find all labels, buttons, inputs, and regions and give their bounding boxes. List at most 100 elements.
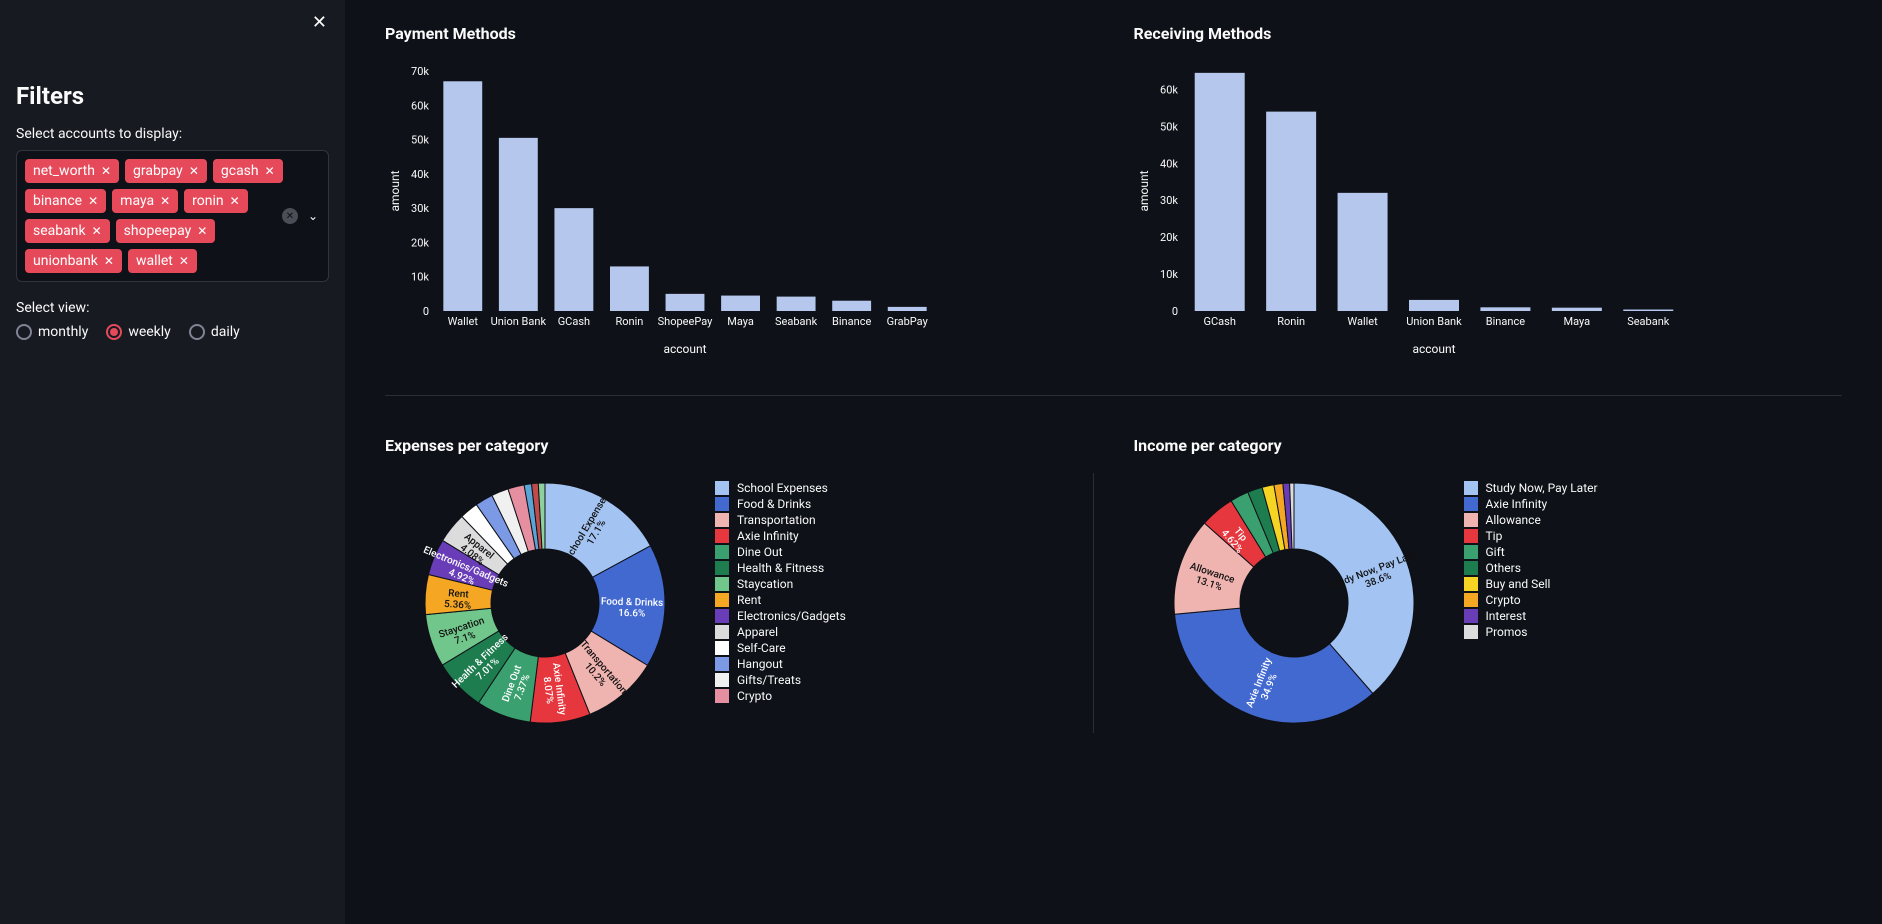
- legend-item[interactable]: Gift: [1464, 545, 1598, 559]
- account-tag-gcash[interactable]: gcash ✕: [213, 159, 283, 183]
- legend-item[interactable]: Health & Fitness: [715, 561, 846, 575]
- bar-binance[interactable]: [832, 301, 871, 311]
- legend-item[interactable]: Staycation: [715, 577, 846, 591]
- bar-ronin[interactable]: [1266, 112, 1316, 311]
- bar-seabank[interactable]: [1623, 310, 1673, 311]
- svg-text:40k: 40k: [411, 168, 429, 181]
- remove-tag-icon[interactable]: ✕: [88, 194, 98, 208]
- accounts-label: Select accounts to display:: [16, 126, 329, 142]
- svg-text:20k: 20k: [1160, 231, 1178, 244]
- svg-text:20k: 20k: [411, 236, 429, 249]
- svg-text:Ronin: Ronin: [1277, 315, 1305, 328]
- bar-maya[interactable]: [1551, 308, 1601, 311]
- legend-item[interactable]: Rent: [715, 593, 846, 607]
- bar-wallet[interactable]: [443, 81, 482, 311]
- legend-item[interactable]: Gifts/Treats: [715, 673, 846, 687]
- svg-text:60k: 60k: [1160, 83, 1178, 96]
- account-tag-maya[interactable]: maya ✕: [112, 189, 178, 213]
- svg-text:10k: 10k: [411, 271, 429, 284]
- svg-text:Maya: Maya: [1563, 315, 1590, 328]
- legend-item[interactable]: Interest: [1464, 609, 1598, 623]
- account-tag-wallet[interactable]: wallet ✕: [128, 249, 197, 273]
- account-tag-ronin[interactable]: ronin ✕: [184, 189, 248, 213]
- legend-item[interactable]: Allowance: [1464, 513, 1598, 527]
- svg-text:50k: 50k: [1160, 120, 1178, 133]
- bar-wallet[interactable]: [1337, 193, 1387, 311]
- svg-text:16.6%: 16.6%: [618, 608, 645, 620]
- legend-item[interactable]: Others: [1464, 561, 1598, 575]
- legend-item[interactable]: Axie Infinity: [715, 529, 846, 543]
- legend-item[interactable]: Self-Care: [715, 641, 846, 655]
- remove-tag-icon[interactable]: ✕: [230, 194, 240, 208]
- svg-text:Seabank: Seabank: [1627, 315, 1670, 328]
- svg-text:60k: 60k: [411, 99, 429, 112]
- remove-tag-icon[interactable]: ✕: [265, 164, 275, 178]
- filters-sidebar: ✕ Filters Select accounts to display: ne…: [0, 0, 345, 924]
- svg-text:Wallet: Wallet: [1347, 315, 1378, 328]
- svg-text:Wallet: Wallet: [448, 315, 479, 328]
- bar-gcash[interactable]: [554, 208, 593, 311]
- sidebar-title: Filters: [16, 82, 329, 110]
- svg-text:Binance: Binance: [1485, 315, 1524, 328]
- account-tag-seabank[interactable]: seabank ✕: [25, 219, 110, 243]
- remove-tag-icon[interactable]: ✕: [179, 254, 189, 268]
- close-icon[interactable]: ✕: [312, 12, 327, 33]
- remove-tag-icon[interactable]: ✕: [104, 254, 114, 268]
- receiving-methods-chart: Receiving Methods 010k20k30k40k50k60kamo…: [1134, 24, 1843, 365]
- bar-shopeepay[interactable]: [666, 294, 705, 311]
- bar-binance[interactable]: [1480, 307, 1530, 311]
- account-tag-net_worth[interactable]: net_worth ✕: [25, 159, 119, 183]
- legend-item[interactable]: Tip: [1464, 529, 1598, 543]
- svg-text:30k: 30k: [1160, 194, 1178, 207]
- remove-tag-icon[interactable]: ✕: [197, 224, 207, 238]
- svg-text:Maya: Maya: [727, 315, 754, 328]
- svg-text:Union Bank: Union Bank: [491, 315, 547, 328]
- svg-text:Binance: Binance: [832, 315, 871, 328]
- bar-gcash[interactable]: [1194, 73, 1244, 311]
- svg-text:5.36%: 5.36%: [444, 599, 472, 612]
- view-radio-monthly[interactable]: monthly: [16, 324, 88, 340]
- legend-item[interactable]: Food & Drinks: [715, 497, 846, 511]
- legend-item[interactable]: Hangout: [715, 657, 846, 671]
- view-radio-daily[interactable]: daily: [189, 324, 240, 340]
- legend-item[interactable]: Electronics/Gadgets: [715, 609, 846, 623]
- account-tag-binance[interactable]: binance ✕: [25, 189, 106, 213]
- remove-tag-icon[interactable]: ✕: [101, 164, 111, 178]
- remove-tag-icon[interactable]: ✕: [92, 224, 102, 238]
- legend-item[interactable]: Study Now, Pay Later: [1464, 481, 1598, 495]
- svg-text:40k: 40k: [1160, 157, 1178, 170]
- svg-text:GCash: GCash: [1203, 315, 1235, 328]
- accounts-multiselect[interactable]: net_worth ✕grabpay ✕gcash ✕ binance ✕maya…: [16, 150, 329, 282]
- legend-item[interactable]: School Expenses: [715, 481, 846, 495]
- remove-tag-icon[interactable]: ✕: [189, 164, 199, 178]
- income-pie-block: Income per category Study Now, Pay Later…: [1134, 436, 1843, 733]
- account-tag-shopeepay[interactable]: shopeepay ✕: [116, 219, 216, 243]
- view-radio-weekly[interactable]: weekly: [106, 324, 171, 340]
- legend-item[interactable]: Crypto: [715, 689, 846, 703]
- remove-tag-icon[interactable]: ✕: [160, 194, 170, 208]
- chevron-down-icon[interactable]: ⌄: [308, 209, 318, 223]
- bar-union-bank[interactable]: [1409, 300, 1459, 311]
- expenses-legend: School Expenses Food & Drinks Transportati…: [715, 473, 846, 733]
- bar-ronin[interactable]: [610, 266, 649, 311]
- svg-text:0: 0: [423, 305, 429, 318]
- bar-maya[interactable]: [721, 296, 760, 311]
- expenses-pie-block: Expenses per category School Expenses17.…: [385, 436, 1094, 733]
- clear-all-icon[interactable]: ✕: [282, 208, 298, 224]
- legend-item[interactable]: Buy and Sell: [1464, 577, 1598, 591]
- bar-union-bank[interactable]: [499, 138, 538, 311]
- legend-item[interactable]: Transportation: [715, 513, 846, 527]
- legend-item[interactable]: Axie Infinity: [1464, 497, 1598, 511]
- legend-item[interactable]: Apparel: [715, 625, 846, 639]
- bar-grabpay[interactable]: [888, 307, 927, 311]
- legend-item[interactable]: Dine Out: [715, 545, 846, 559]
- svg-text:70k: 70k: [411, 65, 429, 78]
- bar-seabank[interactable]: [777, 297, 816, 311]
- svg-text:0: 0: [1171, 305, 1177, 318]
- svg-text:30k: 30k: [411, 202, 429, 215]
- income-legend: Study Now, Pay Later Axie Infinity Allowan…: [1464, 473, 1598, 733]
- account-tag-unionbank[interactable]: unionbank ✕: [25, 249, 122, 273]
- legend-item[interactable]: Promos: [1464, 625, 1598, 639]
- account-tag-grabpay[interactable]: grabpay ✕: [125, 159, 207, 183]
- legend-item[interactable]: Crypto: [1464, 593, 1598, 607]
